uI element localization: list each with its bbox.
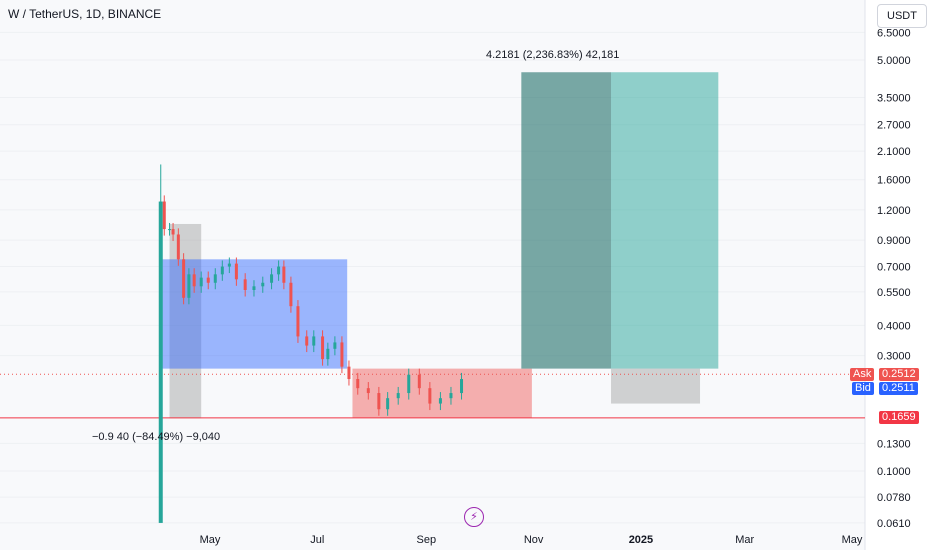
candle-body <box>220 266 224 275</box>
currency-selector[interactable]: USDT <box>877 4 927 28</box>
y-tick-label: 0.4000 <box>877 320 911 332</box>
candle-body <box>187 274 191 298</box>
candle-body <box>282 266 286 283</box>
candle-body <box>417 374 421 389</box>
candle-body <box>321 336 325 360</box>
candle-body <box>162 201 166 230</box>
candle-body <box>366 388 370 394</box>
short-projection-label: −0.9 40 (−84.49%) −9,040 <box>92 431 221 443</box>
candle-body <box>356 379 360 389</box>
y-tick-label: 5.0000 <box>877 55 911 67</box>
candle-body <box>270 274 274 283</box>
candle-body <box>213 274 217 283</box>
y-tick-label: 2.1000 <box>877 146 911 158</box>
y-tick-label: 0.3000 <box>877 351 911 363</box>
y-tick-label: 2.7000 <box>877 120 911 132</box>
candle-body <box>277 266 281 275</box>
candle-body <box>305 336 309 346</box>
candle-body <box>261 282 265 287</box>
candle-body <box>347 366 351 380</box>
candle-body <box>428 388 432 404</box>
x-tick-label: Nov <box>524 534 544 546</box>
candle-body <box>296 306 300 337</box>
candle-body <box>449 393 453 399</box>
ask-tag: Ask <box>850 368 875 381</box>
candle-body <box>333 342 337 349</box>
y-tick-label: 1.2000 <box>877 205 911 217</box>
bid-price-badge: 0.2511 <box>879 382 918 395</box>
candle-body <box>326 348 330 360</box>
y-tick-label: 0.1000 <box>877 466 911 478</box>
bid-tag: Bid <box>852 382 874 395</box>
y-tick-label: 1.6000 <box>877 175 911 187</box>
candle-body <box>289 282 293 307</box>
y-tick-label: 0.9000 <box>877 235 911 247</box>
candle-body <box>171 229 175 235</box>
long-projection-label: 4.2181 (2,236.83%) 42,181 <box>486 49 620 61</box>
zone-teal-dark <box>521 72 612 369</box>
x-tick-label: Mar <box>735 534 754 546</box>
candle-body <box>252 286 256 291</box>
candle-body <box>227 263 231 267</box>
ask-price-badge: 0.2512 <box>879 368 919 381</box>
candle-body <box>438 398 442 404</box>
x-tick-label: Jul <box>310 534 324 546</box>
candle-body <box>377 393 381 410</box>
support-price-badge: 0.1659 <box>879 411 919 424</box>
y-tick-label: 0.0610 <box>877 518 911 530</box>
plot-background <box>0 0 865 550</box>
lightning-icon[interactable]: ⚡︎ <box>464 507 484 527</box>
candle-body <box>312 336 316 346</box>
symbol-title[interactable]: W / TetherUS, 1D, BINANCE <box>8 7 162 21</box>
y-tick-label: 0.7000 <box>877 262 911 274</box>
zone-teal-light <box>611 72 719 369</box>
spike-candle-body <box>158 201 163 523</box>
candle-body <box>182 259 186 298</box>
candle-body <box>168 229 172 231</box>
y-tick-label: 0.1300 <box>877 438 911 450</box>
candle-body <box>206 277 210 283</box>
y-tick-label: 3.5000 <box>877 92 911 104</box>
candle-body <box>243 279 247 291</box>
zone-gray <box>169 223 202 419</box>
y-tick-label: 0.0780 <box>877 492 911 504</box>
x-tick-label: Sep <box>417 534 437 546</box>
x-tick-label: May <box>200 534 221 546</box>
candle-body <box>386 398 390 410</box>
candle-body <box>234 263 238 280</box>
y-tick-label: 6.5000 <box>877 27 911 39</box>
candle-body <box>407 374 411 394</box>
candle-body <box>460 379 464 394</box>
candle-body <box>176 234 180 260</box>
candle-body <box>199 277 203 287</box>
zone-gray <box>611 368 701 404</box>
zone-red <box>352 368 532 418</box>
y-tick-label: 0.5500 <box>877 287 911 299</box>
candle-body <box>396 393 400 399</box>
x-tick-label: 2025 <box>629 534 653 546</box>
zone-blue <box>160 259 348 369</box>
candle-body <box>340 342 344 367</box>
candle-body <box>192 274 196 287</box>
x-tick-label: May <box>842 534 863 546</box>
